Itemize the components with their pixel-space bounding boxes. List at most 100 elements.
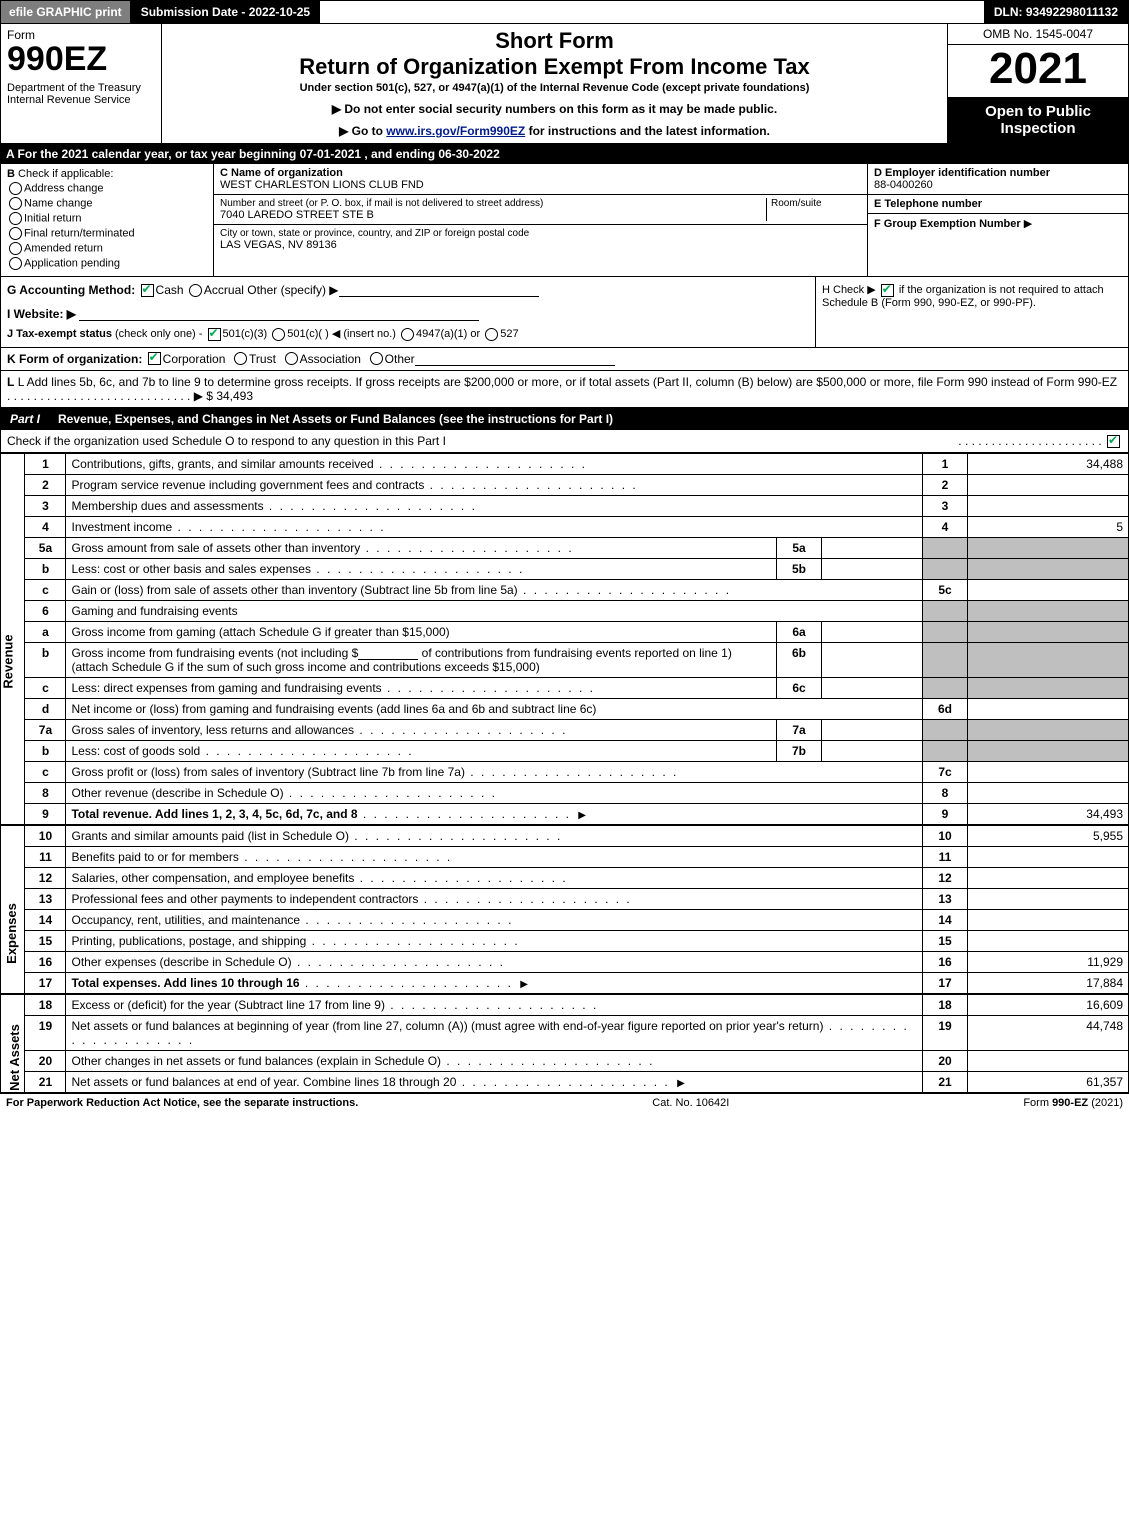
efile-print-button[interactable]: efile GRAPHIC print xyxy=(1,1,131,23)
header-left: Form 990EZ Department of the Treasury In… xyxy=(1,24,162,143)
department: Department of the Treasury Internal Reve… xyxy=(7,82,155,106)
k-other-input[interactable] xyxy=(415,352,615,366)
line-rnum: 13 xyxy=(923,889,968,910)
line-desc: Gross profit or (loss) from sales of inv… xyxy=(71,765,464,779)
section-h: H Check ▶ if the organization is not req… xyxy=(815,277,1128,347)
omb-number: OMB No. 1545-0047 xyxy=(948,24,1128,45)
line-rval xyxy=(968,762,1129,783)
line-21: 21Net assets or fund balances at end of … xyxy=(25,1072,1129,1093)
line-num: 19 xyxy=(25,1016,66,1051)
arrow-icon xyxy=(516,976,532,990)
inline-val[interactable] xyxy=(822,720,923,741)
line-16: 16Other expenses (describe in Schedule O… xyxy=(25,952,1129,973)
dln: DLN: 93492298011132 xyxy=(984,1,1128,23)
6b-contrib-input[interactable] xyxy=(358,646,418,660)
line-desc: Gross income from fundraising events (no… xyxy=(71,646,358,660)
j-label: J Tax-exempt status xyxy=(7,328,112,340)
line-desc: Less: cost or other basis and sales expe… xyxy=(71,562,310,576)
line-rnum: 3 xyxy=(923,496,968,517)
b-opt-amended[interactable]: Amended return xyxy=(7,242,207,255)
part-i-checkbox[interactable] xyxy=(1107,435,1120,448)
k-trust-radio[interactable] xyxy=(234,352,247,365)
line-rval xyxy=(968,1051,1129,1072)
org-city: LAS VEGAS, NV 89136 xyxy=(220,239,861,251)
line-15: 15Printing, publications, postage, and s… xyxy=(25,931,1129,952)
line-rnum: 10 xyxy=(923,826,968,847)
line-desc: Total expenses. Add lines 10 through 16 xyxy=(71,976,299,990)
line-desc: Benefits paid to or for members xyxy=(71,850,238,864)
j-501c3-checkbox[interactable] xyxy=(208,328,221,341)
c-city-label: City or town, state or province, country… xyxy=(220,228,861,239)
inline-val[interactable] xyxy=(822,741,923,762)
inline-val[interactable] xyxy=(822,643,923,678)
inline-num: 5b xyxy=(777,559,822,580)
j-4947-radio[interactable] xyxy=(401,328,414,341)
org-address: 7040 LAREDO STREET STE B xyxy=(220,209,766,221)
irs-link[interactable]: www.irs.gov/Form990EZ xyxy=(386,124,525,138)
line-num: a xyxy=(25,622,66,643)
line-rnum: 14 xyxy=(923,910,968,931)
f-label: F Group Exemption Number xyxy=(874,218,1021,230)
j-501c-radio[interactable] xyxy=(272,328,285,341)
footer-right-pre: Form xyxy=(1023,1097,1052,1109)
ssn-warning: ▶ Do not enter social security numbers o… xyxy=(170,102,939,116)
form-title: Return of Organization Exempt From Incom… xyxy=(170,54,939,80)
b-opt-pending[interactable]: Application pending xyxy=(7,257,207,270)
line-6a: a Gross income from gaming (attach Schedu… xyxy=(25,622,1129,643)
inline-num: 7b xyxy=(777,741,822,762)
b-opt-name[interactable]: Name change xyxy=(7,197,207,210)
line-desc: Gross income from gaming (attach Schedul… xyxy=(71,625,449,639)
b-opt-address[interactable]: Address change xyxy=(7,182,207,195)
line-desc: Occupancy, rent, utilities, and maintena… xyxy=(71,913,300,927)
expenses-sidelabel: Expenses xyxy=(0,825,24,994)
line-rval: 11,929 xyxy=(968,952,1129,973)
inline-val[interactable] xyxy=(822,678,923,699)
line-num: b xyxy=(25,741,66,762)
line-num: 1 xyxy=(25,454,66,475)
line-rval xyxy=(968,783,1129,804)
netassets-block: Net Assets 18Excess or (deficit) for the… xyxy=(0,994,1129,1093)
grey-cell xyxy=(923,622,968,643)
line-2: 2Program service revenue including gover… xyxy=(25,475,1129,496)
g-accrual-radio[interactable] xyxy=(189,284,202,297)
line-rval: 5 xyxy=(968,517,1129,538)
section-gh: G Accounting Method: Cash Accrual Other … xyxy=(0,277,1129,348)
line-desc: Excess or (deficit) for the year (Subtra… xyxy=(71,998,384,1012)
line-6: 6Gaming and fundraising events xyxy=(25,601,1129,622)
line-5b: b Less: cost or other basis and sales exp… xyxy=(25,559,1129,580)
line-rnum: 18 xyxy=(923,995,968,1016)
line-num: 3 xyxy=(25,496,66,517)
b-opt-final[interactable]: Final return/terminated xyxy=(7,227,207,240)
line-num: 6 xyxy=(25,601,66,622)
k-assoc-radio[interactable] xyxy=(285,352,298,365)
k-corp-checkbox[interactable] xyxy=(148,352,161,365)
expenses-block: Expenses 10 Grants and similar amounts pa… xyxy=(0,825,1129,994)
line-17: 17Total expenses. Add lines 10 through 1… xyxy=(25,973,1129,994)
line-num: 9 xyxy=(25,804,66,825)
h-checkbox[interactable] xyxy=(881,284,894,297)
grey-cell xyxy=(968,720,1129,741)
j-527-radio[interactable] xyxy=(485,328,498,341)
line-9: 9Total revenue. Add lines 1, 2, 3, 4, 5c… xyxy=(25,804,1129,825)
g-other-input[interactable] xyxy=(339,283,539,297)
line-desc: Grants and similar amounts paid (list in… xyxy=(71,829,348,843)
g-label: G Accounting Method: xyxy=(7,283,135,297)
website-input[interactable] xyxy=(79,307,479,321)
k-other-radio[interactable] xyxy=(370,352,383,365)
line-5c: cGain or (loss) from sale of assets othe… xyxy=(25,580,1129,601)
g-cash-checkbox[interactable] xyxy=(141,284,154,297)
line-num: b xyxy=(25,559,66,580)
part-i-checkline: Check if the organization used Schedule … xyxy=(0,430,1129,453)
line-num: 15 xyxy=(25,931,66,952)
grey-cell xyxy=(923,678,968,699)
g-cash: Cash xyxy=(156,283,184,297)
b-check-if: Check if applicable: xyxy=(18,168,113,180)
l-amount-label: ▶ $ xyxy=(194,389,213,403)
inline-val[interactable] xyxy=(822,622,923,643)
inline-val[interactable] xyxy=(822,559,923,580)
b-opt-initial[interactable]: Initial return xyxy=(7,212,207,225)
line-1: 1Contributions, gifts, grants, and simil… xyxy=(25,454,1129,475)
h-pre: H Check ▶ xyxy=(822,284,876,296)
inline-val[interactable] xyxy=(822,538,923,559)
line-rnum: 6d xyxy=(923,699,968,720)
